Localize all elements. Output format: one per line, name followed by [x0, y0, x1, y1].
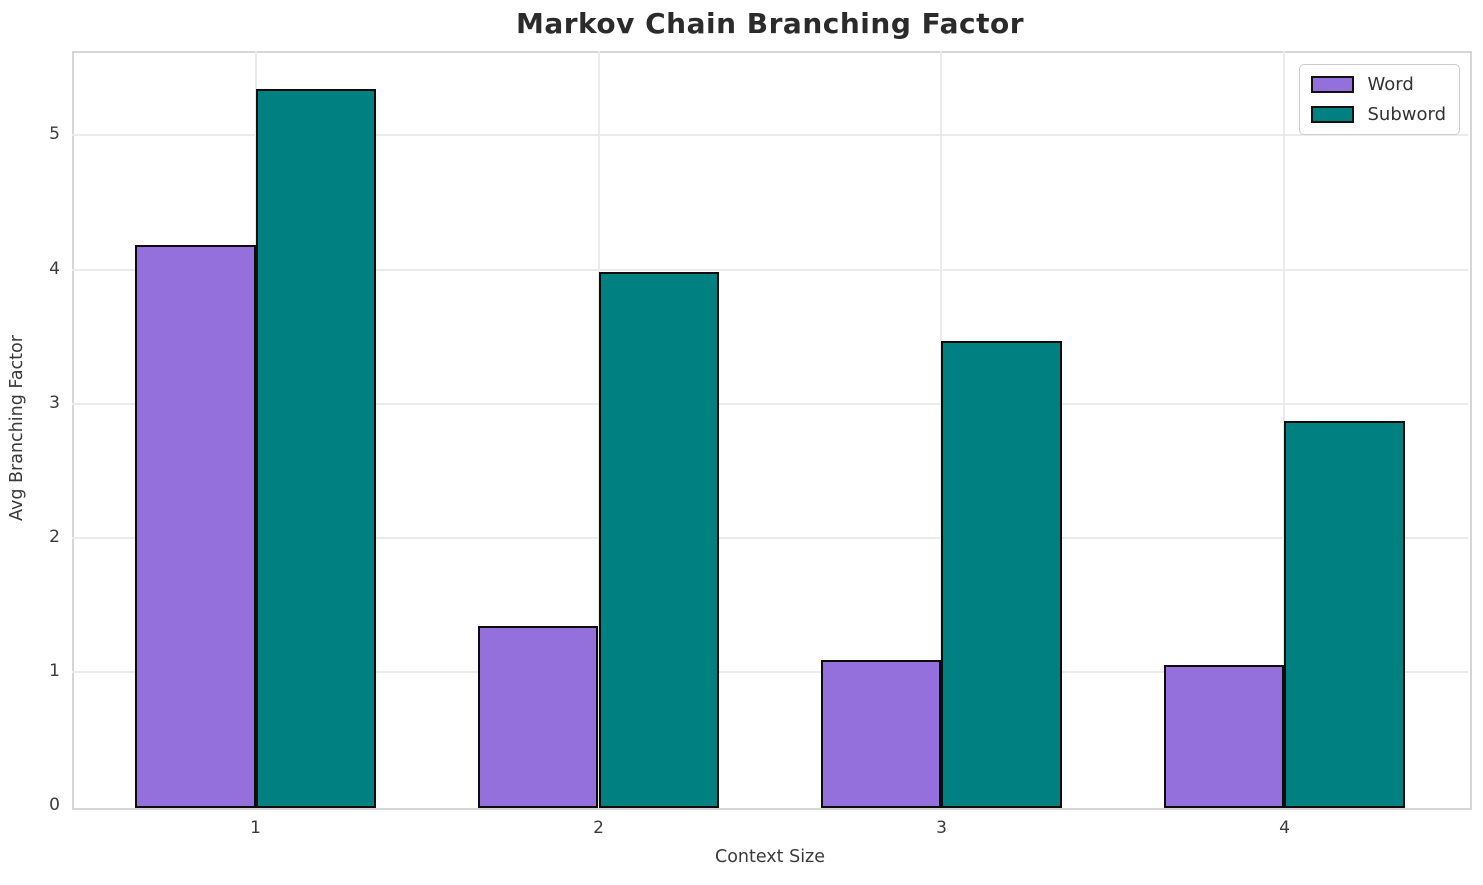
x-tick-label: 1 — [250, 818, 261, 838]
x-tick-label: 2 — [593, 818, 604, 838]
subword-swatch-icon — [1311, 106, 1355, 123]
gridline-horizontal — [72, 268, 1468, 271]
bar-word-1 — [135, 245, 256, 808]
y-tick-label: 0 — [49, 795, 60, 815]
word-swatch-icon — [1311, 76, 1355, 93]
bar-subword-4 — [1284, 421, 1405, 808]
x-tick-label: 3 — [936, 818, 947, 838]
gridline-horizontal — [72, 134, 1468, 137]
bar-subword-1 — [255, 88, 376, 808]
bar-word-3 — [821, 659, 942, 808]
legend-item-subword: Subword — [1311, 104, 1446, 125]
bar-subword-2 — [598, 272, 719, 808]
chart-title: Markov Chain Branching Factor — [515, 7, 1025, 40]
y-tick-label: 2 — [49, 526, 60, 547]
legend-item-word: Word — [1311, 74, 1446, 95]
gridline-horizontal — [72, 670, 1468, 673]
y-axis-title: Avg Branching Factor — [7, 335, 27, 521]
x-tick-label: 4 — [1279, 818, 1290, 838]
legend-label-subword: Subword — [1367, 104, 1446, 125]
gridline-horizontal — [72, 402, 1468, 405]
legend: Word Subword — [1299, 64, 1460, 135]
x-axis-title: Context Size — [714, 847, 826, 867]
gridline-horizontal — [72, 536, 1468, 539]
y-tick-label: 1 — [49, 660, 60, 681]
legend-label-word: Word — [1367, 74, 1414, 95]
bar-subword-3 — [941, 340, 1062, 808]
y-tick-label: 3 — [49, 392, 60, 413]
bar-word-2 — [478, 626, 599, 808]
y-tick-label: 5 — [49, 124, 60, 145]
y-tick-label: 4 — [49, 258, 60, 279]
bar-word-4 — [1164, 665, 1285, 808]
